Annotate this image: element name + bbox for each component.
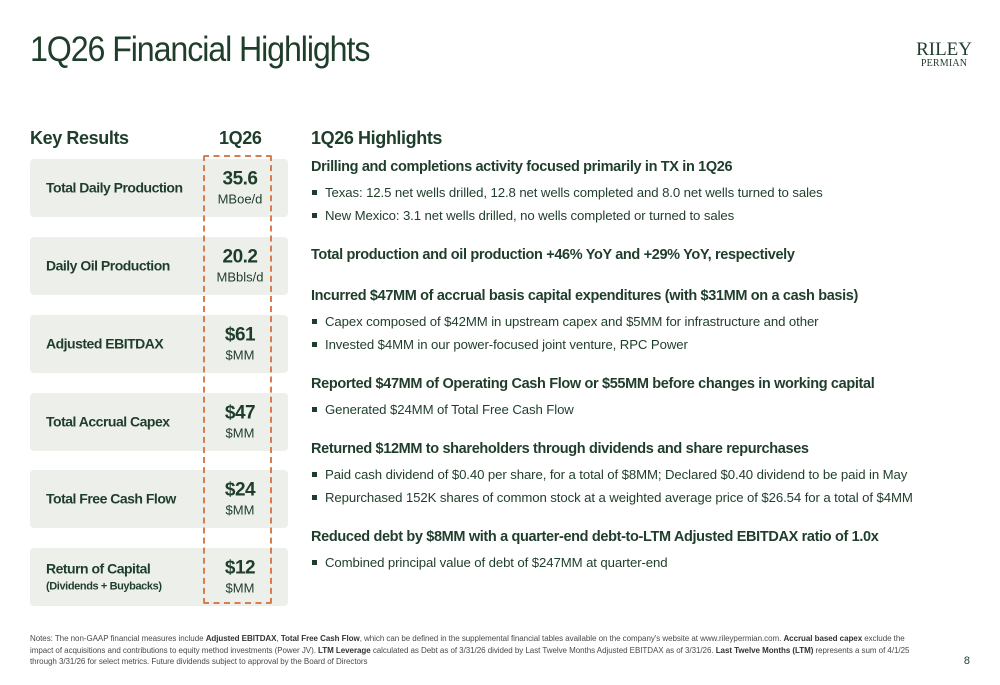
highlight-section-title: Total production and oil production +46%… [311, 247, 795, 263]
bullet-item: Texas: 12.5 net wells drilled, 12.8 net … [311, 181, 971, 204]
footnotes: Notes: The non-GAAP financial measures i… [30, 634, 910, 666]
bullet-item: Repurchased 152K shares of common stock … [311, 486, 971, 509]
result-card-daily-oil-production: Daily Oil Production 20.2 MBbls/d [30, 237, 288, 295]
result-value: $12 [224, 557, 256, 579]
result-value-block: $12 $MM [204, 558, 276, 597]
highlight-section-debt: Reduced debt by $8MM with a quarter-end … [311, 527, 971, 574]
result-label: Return of Capital (Dividends + Buybacks) [46, 560, 162, 593]
result-card-total-accrual-capex: Total Accrual Capex $47 $MM [30, 393, 288, 451]
highlight-section-drilling: Drilling and completions activity focuse… [311, 157, 971, 227]
bullet-list: Combined principal value of debt of $247… [311, 551, 971, 574]
result-unit: MBbls/d [216, 269, 264, 285]
highlight-section-title: Incurred $47MM of accrual basis capital … [311, 288, 858, 304]
highlight-section-cash-flow: Reported $47MM of Operating Cash Flow or… [311, 374, 971, 421]
result-value-block: 35.6 MBoe/d [204, 169, 276, 208]
bullet-list: Paid cash dividend of $0.40 per share, f… [311, 463, 971, 509]
result-unit: $MM [225, 502, 255, 518]
result-unit: $MM [225, 580, 255, 596]
result-value: $24 [224, 479, 256, 501]
bullet-list: Capex composed of $42MM in upstream cape… [311, 310, 971, 356]
highlight-section-title: Reduced debt by $8MM with a quarter-end … [311, 529, 879, 545]
highlight-section-shareholder-returns: Returned $12MM to shareholders through d… [311, 439, 971, 509]
page-title: 1Q26 Financial Highlights [30, 30, 370, 69]
result-card-total-free-cash-flow: Total Free Cash Flow $24 $MM [30, 470, 288, 528]
result-sublabel: (Dividends + Buybacks) [46, 580, 162, 593]
bullet-list: Texas: 12.5 net wells drilled, 12.8 net … [311, 181, 971, 227]
result-value-block: $47 $MM [204, 403, 276, 442]
highlight-section-production: Total production and oil production +46%… [311, 245, 971, 265]
result-value-block: 20.2 MBbls/d [204, 247, 276, 286]
result-card-adjusted-ebitdax: Adjusted EBITDAX $61 $MM [30, 315, 288, 373]
highlight-section-title: Reported $47MM of Operating Cash Flow or… [311, 376, 875, 392]
key-results-heading: Key Results [30, 128, 129, 148]
highlight-section-title: Returned $12MM to shareholders through d… [311, 441, 809, 457]
result-value-block: $24 $MM [204, 480, 276, 519]
page-number: 8 [963, 655, 970, 667]
bullet-item: Combined principal value of debt of $247… [311, 551, 971, 574]
result-label: Total Free Cash Flow [46, 490, 176, 507]
highlight-section-title: Drilling and completions activity focuse… [311, 159, 733, 175]
bullet-item: Generated $24MM of Total Free Cash Flow [311, 398, 971, 421]
bullet-item: New Mexico: 3.1 net wells drilled, no we… [311, 204, 971, 227]
result-unit: $MM [225, 347, 255, 363]
highlights-panel: 1Q26 Highlights Drilling and completions… [311, 128, 971, 574]
result-value: 35.6 [222, 168, 258, 190]
result-card-return-of-capital: Return of Capital (Dividends + Buybacks)… [30, 548, 288, 606]
bullet-item: Paid cash dividend of $0.40 per share, f… [311, 463, 971, 486]
highlights-heading: 1Q26 Highlights [311, 128, 443, 148]
result-card-total-daily-production: Total Daily Production 35.6 MBoe/d [30, 159, 288, 217]
period-heading: 1Q26 [219, 128, 262, 148]
result-label: Total Daily Production [46, 179, 183, 196]
period-column-highlight [203, 155, 272, 604]
result-unit: MBoe/d [217, 191, 263, 207]
result-value: 20.2 [222, 246, 258, 268]
bullet-list: Generated $24MM of Total Free Cash Flow [311, 398, 971, 421]
result-value-block: $61 $MM [204, 325, 276, 364]
result-label: Adjusted EBITDAX [46, 335, 164, 352]
bullet-item: Capex composed of $42MM in upstream cape… [311, 310, 971, 333]
riley-permian-logo: RILEY PERMIAN [916, 40, 972, 69]
result-unit: $MM [225, 425, 255, 441]
result-label: Total Accrual Capex [46, 413, 170, 430]
result-value: $47 [224, 402, 256, 424]
logo-line-2: PERMIAN [920, 58, 968, 69]
bullet-item: Invested $4MM in our power-focused joint… [311, 333, 971, 356]
logo-line-1: RILEY [916, 39, 972, 60]
result-label: Daily Oil Production [46, 257, 170, 274]
result-value: $61 [224, 324, 256, 346]
highlight-section-capex: Incurred $47MM of accrual basis capital … [311, 286, 971, 356]
